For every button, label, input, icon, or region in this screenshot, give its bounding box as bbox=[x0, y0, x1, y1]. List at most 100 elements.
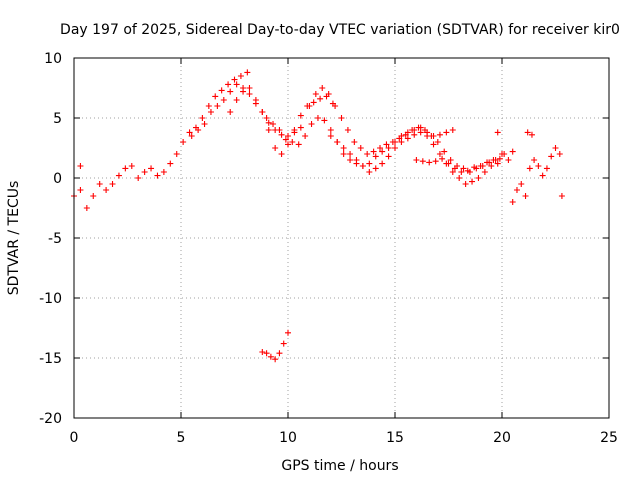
data-point bbox=[312, 91, 319, 97]
x-axis-label: GPS time / hours bbox=[281, 458, 398, 474]
series-track-c bbox=[188, 81, 304, 139]
data-point bbox=[398, 139, 405, 145]
data-point bbox=[441, 148, 448, 155]
x-tick-label: 15 bbox=[386, 430, 404, 446]
data-point bbox=[411, 131, 418, 138]
data-point bbox=[385, 145, 392, 151]
data-point bbox=[327, 127, 334, 133]
data-point bbox=[252, 97, 259, 103]
data-point bbox=[509, 148, 516, 155]
data-point bbox=[372, 165, 379, 172]
data-point bbox=[421, 127, 428, 133]
data-point bbox=[436, 151, 443, 157]
data-point bbox=[539, 172, 546, 179]
data-point bbox=[310, 99, 317, 106]
data-point bbox=[509, 199, 516, 205]
data-point bbox=[297, 124, 304, 131]
y-tick-label: 10 bbox=[44, 51, 62, 67]
data-point bbox=[77, 163, 84, 169]
data-point bbox=[332, 103, 339, 109]
data-point bbox=[488, 163, 495, 169]
x-tick-label: 5 bbox=[177, 430, 186, 446]
data-point bbox=[513, 187, 520, 193]
data-point bbox=[259, 109, 266, 115]
data-point bbox=[460, 165, 467, 172]
data-point bbox=[225, 81, 232, 88]
data-point bbox=[526, 165, 533, 172]
data-point bbox=[524, 129, 531, 136]
y-tick-label: -5 bbox=[48, 231, 62, 247]
data-point bbox=[314, 115, 321, 121]
data-point bbox=[484, 159, 491, 166]
data-point bbox=[340, 145, 347, 151]
y-tick-label: -15 bbox=[39, 351, 62, 367]
data-point bbox=[456, 175, 463, 181]
data-point bbox=[449, 169, 456, 175]
data-point bbox=[115, 172, 122, 179]
data-point bbox=[522, 193, 529, 199]
x-tick-label: 0 bbox=[70, 430, 79, 446]
data-point bbox=[344, 127, 351, 133]
data-point bbox=[90, 193, 97, 199]
data-point bbox=[528, 131, 535, 138]
data-point bbox=[417, 129, 424, 136]
data-point bbox=[327, 133, 334, 139]
data-point bbox=[543, 165, 550, 172]
series-track-g bbox=[327, 129, 501, 187]
data-point bbox=[426, 159, 433, 166]
series-track-a bbox=[71, 163, 135, 211]
data-point bbox=[415, 124, 422, 131]
data-point bbox=[366, 160, 373, 167]
data-point bbox=[402, 131, 409, 138]
data-point bbox=[385, 153, 392, 160]
data-point bbox=[325, 91, 332, 97]
data-point bbox=[297, 112, 304, 119]
data-point bbox=[135, 175, 142, 181]
data-point bbox=[128, 163, 135, 169]
data-point bbox=[496, 155, 503, 162]
x-tick-label: 10 bbox=[279, 430, 297, 446]
data-point bbox=[392, 145, 398, 151]
data-point bbox=[180, 139, 187, 145]
data-point bbox=[167, 160, 174, 167]
data-point bbox=[160, 169, 167, 175]
data-point bbox=[481, 169, 488, 175]
axis-ticks: 0 5 10 15 20 25 10 5 0 -5 -10 -15 -20 bbox=[39, 51, 618, 446]
series-track-h bbox=[413, 155, 503, 175]
data-point bbox=[285, 141, 291, 148]
data-point bbox=[186, 129, 193, 136]
series-track-b bbox=[135, 69, 251, 181]
data-point bbox=[531, 157, 538, 163]
data-point bbox=[321, 117, 328, 124]
data-point bbox=[154, 172, 161, 179]
data-point bbox=[434, 139, 441, 145]
data-point bbox=[122, 165, 129, 172]
data-point bbox=[148, 165, 155, 172]
data-point bbox=[282, 136, 289, 143]
data-point bbox=[471, 164, 478, 171]
data-point bbox=[96, 181, 103, 187]
data-points bbox=[71, 69, 565, 363]
data-point bbox=[389, 139, 396, 145]
data-point bbox=[317, 95, 324, 102]
data-point bbox=[319, 85, 326, 91]
data-point bbox=[409, 127, 416, 133]
data-point bbox=[552, 145, 559, 151]
data-point bbox=[449, 127, 456, 133]
data-point bbox=[295, 141, 302, 148]
data-point bbox=[469, 178, 476, 185]
data-point bbox=[462, 181, 469, 187]
data-point bbox=[272, 145, 279, 151]
y-axis-label: SDTVAR / TECUs bbox=[6, 181, 22, 296]
data-point bbox=[205, 103, 212, 109]
data-point bbox=[302, 133, 309, 139]
data-point bbox=[338, 115, 345, 121]
data-point bbox=[340, 151, 347, 157]
data-point bbox=[173, 151, 180, 157]
data-point bbox=[379, 160, 386, 167]
data-point bbox=[259, 349, 266, 355]
data-point bbox=[548, 153, 555, 160]
data-point bbox=[289, 139, 296, 145]
data-point bbox=[439, 155, 446, 162]
y-tick-label: -20 bbox=[39, 411, 62, 427]
